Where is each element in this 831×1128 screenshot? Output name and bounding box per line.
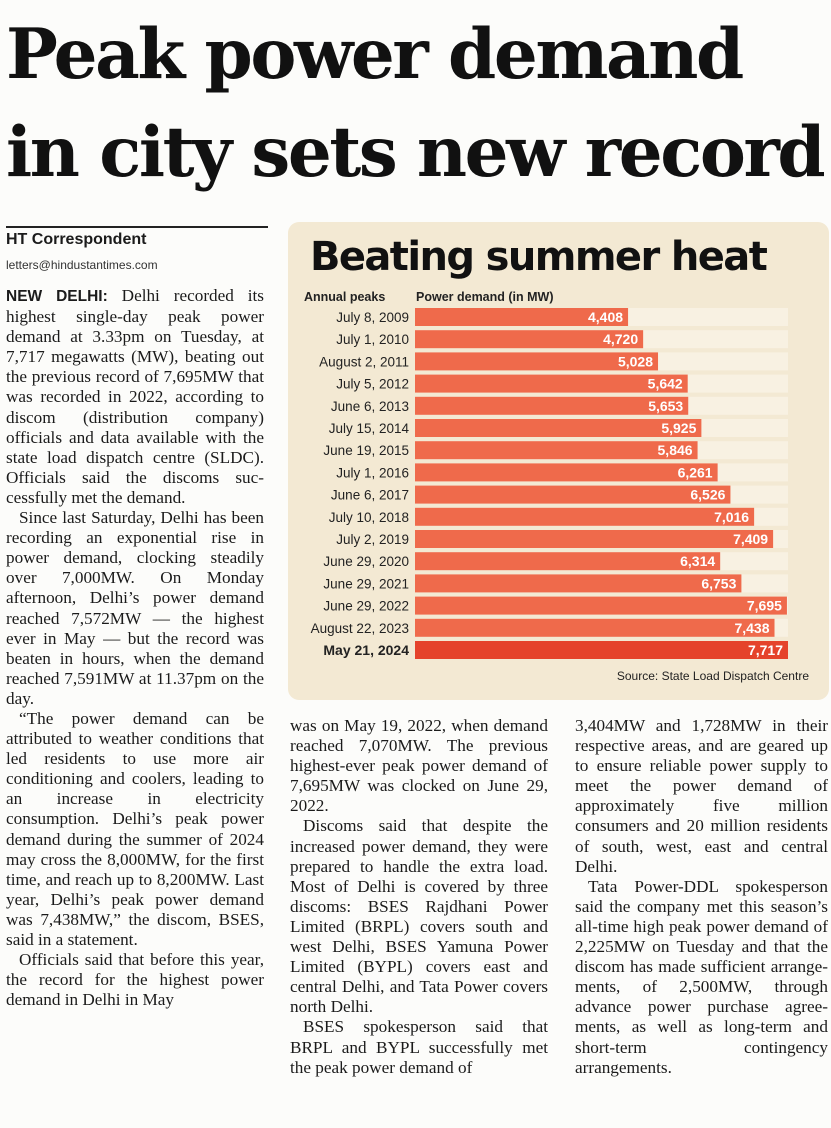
bar-category-label: August 2, 2011: [319, 354, 409, 369]
bar: [415, 618, 775, 637]
bar: [415, 507, 755, 526]
bar: [415, 463, 718, 482]
bar: [415, 574, 742, 593]
bar-value-label: 5,653: [648, 398, 683, 414]
bar-value-label: 6,261: [678, 464, 713, 480]
article-paragraph: Tata Power-DDL spokesper­son said the co…: [575, 876, 828, 1077]
byline: HT Correspondent letters@hindustantimes.…: [6, 226, 268, 273]
bar: [415, 374, 688, 393]
bar-category-label: August 22, 2023: [311, 621, 409, 636]
headline-line-2: in city sets new record: [6, 112, 826, 193]
bar-category-label: July 15, 2014: [329, 421, 410, 436]
bar-value-label: 5,846: [658, 442, 693, 458]
chart-source: Source: State Load Dispatch Centre: [616, 669, 809, 683]
chart-row-header: Annual peaks: [304, 290, 386, 304]
article-paragraph: Since last Saturday, Delhi has been reco…: [6, 508, 264, 708]
headline: Peak power demand in city sets new recor…: [6, 6, 828, 202]
bar-category-label: July 5, 2012: [336, 377, 409, 392]
bar: [415, 330, 644, 349]
byline-name: HT Correspondent: [6, 231, 147, 248]
bar: [415, 396, 689, 415]
bar-category-label: June 19, 2015: [323, 443, 409, 458]
bar-value-label: 5,925: [661, 420, 696, 436]
paragraph-text: Delhi recorded its highest single-day pe…: [6, 286, 264, 507]
bar: [415, 596, 787, 615]
bar: [415, 552, 721, 571]
bar-category-label: July 1, 2010: [336, 332, 409, 347]
chart-panel: Beating summer heat Annual peaks Power d…: [288, 222, 829, 700]
chart-value-header: Power demand (in MW): [416, 290, 554, 304]
bar-category-label: July 2, 2019: [336, 532, 409, 547]
article-column-1: NEW DELHI: Delhi recorded its highest si…: [6, 286, 264, 1010]
bar: [415, 352, 659, 371]
bar-category-label: June 29, 2020: [323, 554, 409, 569]
bar-value-label: 5,028: [618, 353, 653, 369]
bar-value-label: 7,695: [747, 598, 782, 614]
bar-category-label: June 29, 2022: [323, 599, 409, 614]
bar-category-label: June 6, 2013: [331, 399, 409, 414]
article-paragraph: Discoms said that despite the increased …: [290, 816, 548, 1017]
article-paragraph: was on May 19, 2022, when demand reached…: [290, 716, 548, 816]
bar: [415, 441, 698, 460]
bar-category-label: July 1, 2016: [336, 465, 409, 480]
bar: [415, 419, 702, 437]
bar: [415, 485, 731, 504]
bar: [415, 530, 774, 548]
bar: [415, 308, 629, 326]
bar-value-label: 7,438: [734, 620, 769, 636]
byline-email: letters@hindustantimes.com: [6, 258, 158, 272]
article-paragraph: BSES spokesperson said that BRPL and BYP…: [290, 1017, 548, 1077]
chart-title: Beating summer heat: [310, 234, 768, 280]
bar-value-label: 7,409: [733, 531, 768, 547]
bar-category-label: June 29, 2021: [323, 576, 409, 591]
article-column-2: was on May 19, 2022, when demand reached…: [290, 716, 548, 1078]
bar-category-label: July 10, 2018: [329, 510, 409, 525]
bar-value-label: 7,016: [714, 509, 749, 525]
bar-chart: July 8, 2009 4,408 July 1, 2010 4,720 August…: [311, 308, 788, 659]
bar-category-label: May 21, 2024: [323, 642, 409, 658]
bar-value-label: 6,753: [701, 575, 736, 591]
bar-value-label: 4,408: [588, 309, 623, 325]
bar: [415, 641, 788, 659]
bar-value-label: 6,526: [690, 487, 725, 503]
headline-line-1: Peak power demand: [6, 14, 744, 95]
article-column-3: 3,404MW and 1,728MW in their respective …: [575, 716, 828, 1078]
bar-value-label: 7,717: [748, 642, 783, 658]
article-paragraph: “The power demand can be attributed to w…: [6, 708, 264, 949]
bar-category-label: July 8, 2009: [336, 310, 409, 325]
bar-value-label: 5,642: [648, 376, 683, 392]
bar-category-label: June 6, 2017: [331, 488, 409, 503]
article-paragraph: 3,404MW and 1,728MW in their respective …: [575, 716, 828, 876]
bar-value-label: 6,314: [680, 553, 715, 569]
dateline: NEW DELHI:: [6, 288, 108, 305]
article-paragraph: Officials said that before this year, th…: [6, 950, 264, 1010]
bar-value-label: 4,720: [603, 331, 638, 347]
article-paragraph: NEW DELHI: Delhi recorded its highest si…: [6, 286, 264, 508]
